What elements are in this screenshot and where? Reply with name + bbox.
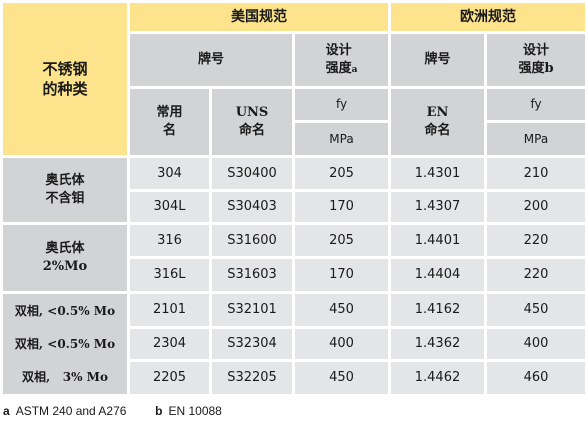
table-cell-fy-us: 170 [295,192,388,222]
common-name-header: 常用 名 [130,89,209,155]
table-cell-fy-us: 205 [295,158,388,189]
en-name-header: EN 命名 [391,89,484,155]
table-cell-common: 2205 [130,362,209,394]
table-cell-fy-eu: 220 [487,225,585,256]
table-cell-en: 1.4162 [391,294,484,326]
table-cell-fy-us: 400 [295,329,388,359]
table-cell-uns: S32101 [212,294,292,326]
group-duplex-2101: 双相, <0.5% Mo [3,294,127,328]
table-cell-uns: S31603 [212,259,292,291]
uns-name-header: UNS 命名 [212,89,292,155]
eu-design-strength-header: 设计 强度b [487,34,585,86]
fy-us-header: fy [295,89,388,120]
us-design-strength-header: 设计 强度 a [295,34,388,86]
us-grade-header: 牌号 [130,34,292,86]
table-cell-en: 1.4301 [391,158,484,189]
table-cell-en: 1.4404 [391,259,484,291]
group-duplex-2304: 双相, <0.5% Mo [3,328,127,360]
table-cell-en: 1.4307 [391,192,484,222]
table-cell-common: 316L [130,259,209,291]
mpa-us-header: MPa [295,123,388,155]
footnote-ref-a: a [351,64,358,75]
us-design-strength-label: 设计 强度 [325,43,352,76]
table-cell-common: 304 [130,158,209,189]
table-cell-fy-eu: 200 [487,192,585,222]
footnote-a-key: a [3,404,10,418]
table-cell-common: 316 [130,225,209,256]
table-cell-uns: S30403 [212,192,292,222]
table-cell-common: 304L [130,192,209,222]
footnote-b-text: EN 10088 [168,404,222,418]
table-cell-en: 1.4462 [391,362,484,394]
table-cell-fy-eu: 220 [487,259,585,291]
mpa-eu-header: MPa [487,123,585,155]
data-area: 304 S30400 205 1.4301 210 304L S30403 17… [130,158,585,394]
table-cell-en: 1.4362 [391,329,484,359]
table-cell-uns: S32304 [212,329,292,359]
table-cell-common: 2304 [130,329,209,359]
stainless-type-header: 不锈钢 的种类 [3,3,127,155]
us-spec-header: 美国规范 [130,3,388,31]
eu-grade-header: 牌号 [391,34,484,86]
table-cell-fy-us: 170 [295,259,388,291]
table-cell-common: 2101 [130,294,209,326]
table-cell-uns: S32205 [212,362,292,394]
table-cell-en: 1.4401 [391,225,484,256]
footnote-a-text: ASTM 240 and A276 [15,404,127,418]
table-cell-fy-us: 450 [295,362,388,394]
group-austenitic-no-mo: 奥氏体 不含钼 [3,158,127,222]
table-cell-fy-us: 205 [295,225,388,256]
table-cell-fy-us: 450 [295,294,388,326]
table-cell-uns: S30400 [212,158,292,189]
footnote-b-key: b [155,404,163,418]
group-duplex-2205: 双相, 3% Mo [3,360,127,394]
group-austenitic-2mo: 奥氏体 2%Mo [3,225,127,291]
fy-eu-header: fy [487,89,585,120]
table-cell-uns: S31600 [212,225,292,256]
eu-spec-header: 欧洲规范 [391,3,585,31]
table-cell-fy-eu: 400 [487,329,585,359]
table-cell-fy-eu: 210 [487,158,585,189]
footnotes: a ASTM 240 and A276 b EN 10088 [3,404,222,418]
table-cell-fy-eu: 450 [487,294,585,326]
table-cell-fy-eu: 460 [487,362,585,394]
